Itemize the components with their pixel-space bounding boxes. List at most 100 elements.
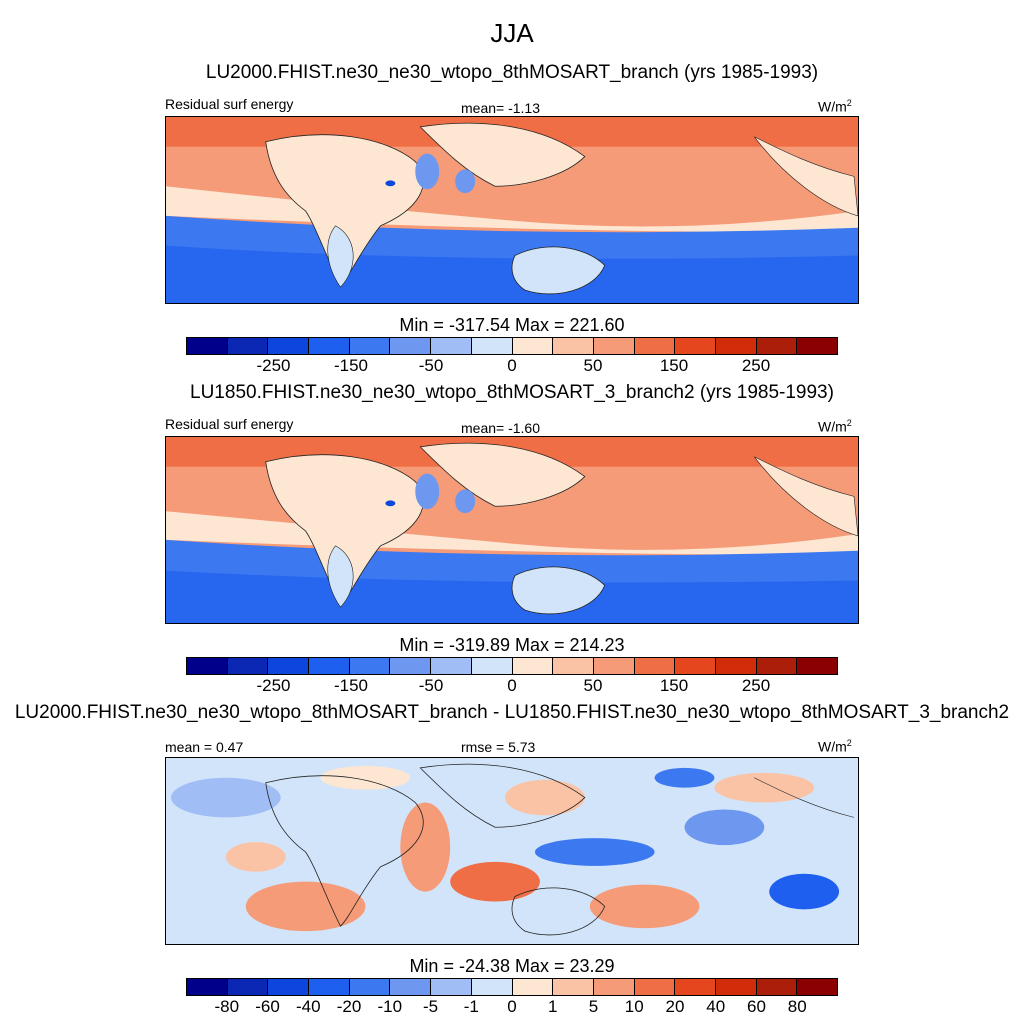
colorbar-box — [471, 658, 513, 674]
colorbar-tick: 0 — [507, 997, 517, 1016]
colorbar-tick: 1 — [548, 997, 558, 1016]
colorbar-box — [431, 338, 472, 354]
panel1-case-title: LU2000.FHIST.ne30_ne30_wtopo_8thMOSART_b… — [205, 62, 819, 83]
colorbar-box — [309, 658, 350, 674]
panel3-case-title: LU2000.FHIST.ne30_ne30_wtopo_8thMOSART_b… — [14, 702, 1010, 723]
colorbar-tick: -10 — [377, 997, 403, 1016]
colorbar-tick: -150 — [333, 356, 369, 375]
colorbar-tick: 20 — [665, 997, 685, 1016]
panel3-map — [165, 757, 859, 945]
colorbar-box — [553, 658, 594, 674]
colorbar-box — [268, 658, 310, 674]
colorbar-tick: -80 — [214, 997, 240, 1016]
colorbar-box — [349, 979, 391, 995]
colorbar-box — [471, 338, 513, 354]
panel3-minmax: Min = -24.38 Max = 23.29 — [409, 956, 615, 976]
colorbar-tick: -50 — [418, 356, 444, 375]
figure-title: JJA — [490, 18, 534, 48]
colorbar-tick: -250 — [256, 676, 291, 695]
colorbar-tick: 150 — [659, 676, 689, 695]
colorbar-box — [756, 338, 798, 354]
colorbar-box — [797, 338, 837, 354]
panel3-map-svg — [166, 758, 858, 944]
panel3-mean-label: mean = 0.47 — [165, 739, 244, 755]
colorbar-box — [675, 338, 716, 354]
colorbar-box — [512, 979, 554, 995]
panel2-variable-label: Residual surf energy — [165, 416, 294, 432]
panel2-colorbar-ticks: -250 -150 -50 0 50 150 250 — [186, 676, 838, 696]
panel1-colorbar — [186, 337, 838, 355]
colorbar-box — [512, 338, 554, 354]
colorbar-box — [593, 979, 635, 995]
panel3-colorbar — [186, 978, 838, 996]
colorbar-tick: -20 — [336, 997, 362, 1016]
colorbar-box — [390, 979, 432, 995]
colorbar-tick: -40 — [295, 997, 321, 1016]
colorbar-tick: 250 — [741, 356, 771, 375]
colorbar-box — [309, 338, 350, 354]
colorbar-tick: -50 — [418, 676, 444, 695]
panel2-colorbar — [186, 657, 838, 675]
colorbar-tick: 10 — [624, 997, 644, 1016]
panel2-minmax: Min = -319.89 Max = 214.23 — [399, 635, 625, 655]
colorbar-tick: -1 — [463, 997, 479, 1016]
colorbar-tick: 0 — [507, 356, 517, 375]
panel1-colorbar-ticks: -250 -150 -50 0 50 150 250 — [186, 356, 838, 376]
colorbar-box — [797, 658, 837, 674]
colorbar-tick: 0 — [507, 676, 517, 695]
colorbar-tick: 80 — [787, 997, 807, 1016]
colorbar-tick: 60 — [747, 997, 766, 1016]
colorbar-box — [756, 979, 798, 995]
colorbar-box — [187, 979, 228, 995]
colorbar-box — [797, 979, 837, 995]
panel1-map — [165, 116, 859, 304]
colorbar-box — [634, 338, 676, 354]
colorbar-box — [431, 979, 472, 995]
panel1-units: W/m2 — [818, 98, 852, 115]
panel3-units: W/m2 — [818, 738, 852, 755]
panel3-rmse-label: rmse = 5.73 — [461, 739, 536, 755]
colorbar-tick: -5 — [422, 997, 439, 1016]
colorbar-box — [187, 338, 228, 354]
colorbar-box — [227, 979, 269, 995]
colorbar-box — [715, 658, 757, 674]
colorbar-box — [471, 979, 513, 995]
colorbar-tick: 50 — [583, 356, 603, 375]
panel1-map-svg — [166, 117, 858, 303]
colorbar-box — [553, 979, 594, 995]
colorbar-tick: -250 — [256, 356, 291, 375]
colorbar-tick: 40 — [706, 997, 726, 1016]
colorbar-box — [431, 658, 472, 674]
colorbar-box — [593, 338, 635, 354]
colorbar-box — [675, 658, 716, 674]
colorbar-box — [309, 979, 350, 995]
panel2-case-title: LU1850.FHIST.ne30_ne30_wtopo_8thMOSART_3… — [190, 382, 834, 403]
colorbar-box — [715, 338, 757, 354]
colorbar-tick: 150 — [659, 356, 689, 375]
colorbar-box — [715, 979, 757, 995]
colorbar-box — [553, 338, 594, 354]
colorbar-box — [512, 658, 554, 674]
colorbar-box — [593, 658, 635, 674]
colorbar-box — [227, 338, 269, 354]
colorbar-tick: 250 — [741, 676, 771, 695]
panel2-map — [165, 436, 859, 624]
panel3-colorbar-ticks: -80 -60 -40 -20 -10 -5 -1 0 1 5 10 20 40… — [186, 997, 838, 1017]
colorbar-tick: 5 — [588, 997, 599, 1016]
panel1-minmax: Min = -317.54 Max = 221.60 — [399, 315, 625, 335]
colorbar-box — [756, 658, 798, 674]
colorbar-box — [675, 979, 716, 995]
panel2-map-svg — [166, 437, 858, 623]
colorbar-box — [349, 338, 391, 354]
colorbar-box — [390, 338, 432, 354]
panel1-variable-label: Residual surf energy — [165, 96, 294, 112]
colorbar-box — [268, 979, 310, 995]
panel1-mean-label: mean= -1.13 — [461, 100, 540, 116]
colorbar-box — [268, 338, 310, 354]
colorbar-tick: 50 — [583, 676, 603, 695]
colorbar-box — [227, 658, 269, 674]
colorbar-tick: -60 — [255, 997, 280, 1016]
panel2-mean-label: mean= -1.60 — [461, 420, 540, 436]
colorbar-box — [390, 658, 432, 674]
colorbar-box — [349, 658, 391, 674]
